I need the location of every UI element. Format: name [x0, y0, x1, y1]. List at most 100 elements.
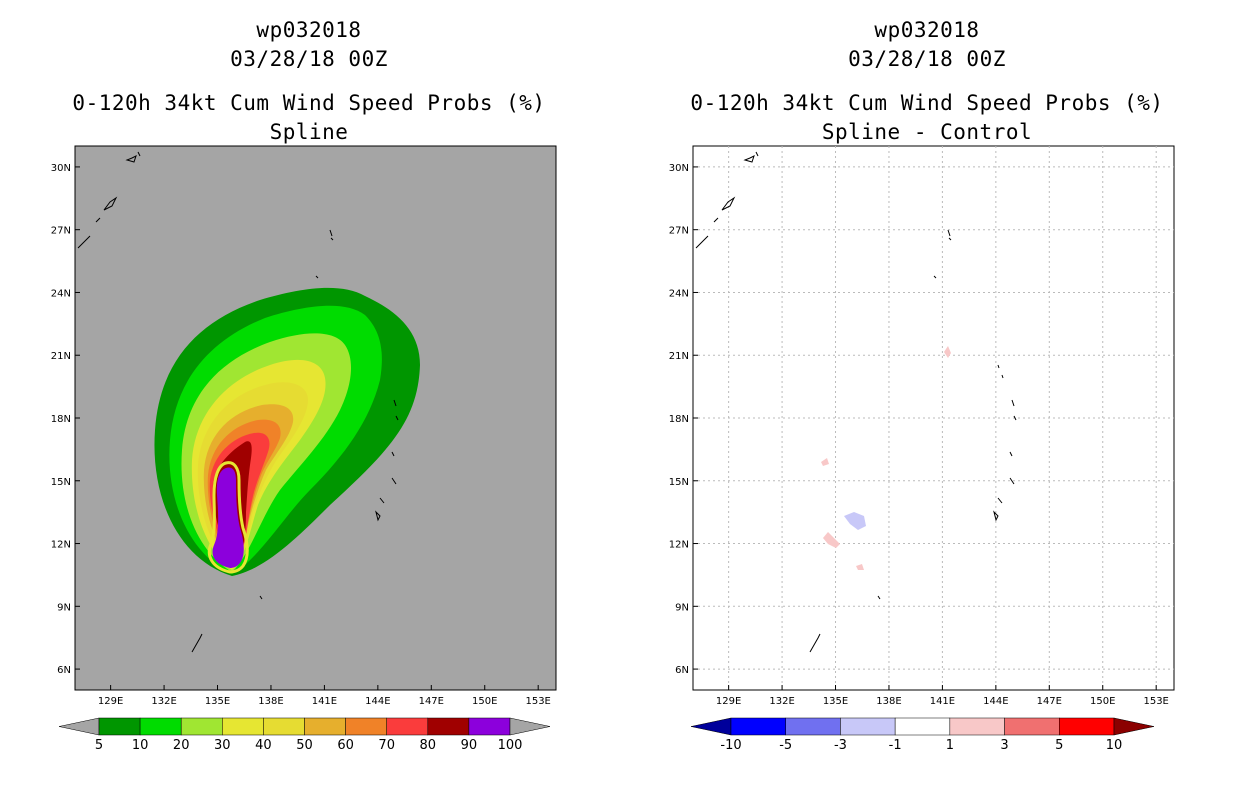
y-tick-label: 30N	[51, 163, 71, 174]
chart-subtitle: Spline	[269, 120, 349, 144]
x-tick-label: 129E	[716, 696, 741, 707]
colorbar-label: -10	[720, 738, 741, 753]
colorbar-swatch	[785, 717, 841, 736]
colorbar-label: 70	[378, 738, 395, 753]
colorbar-label: -1	[889, 738, 902, 753]
y-tick-label: 24N	[669, 288, 689, 299]
colorbar-label: 5	[95, 738, 103, 753]
colorbar-label: 1	[946, 738, 954, 753]
diff-pos-3	[823, 532, 840, 548]
spline-control-panel: wp032018 03/28/18 00Z 0-120h 34kt Cum Wi…	[618, 0, 1236, 800]
x-tick-label: 135E	[205, 696, 230, 707]
colorbar-swatch	[840, 717, 896, 736]
diff-pos-2	[821, 458, 829, 466]
island-marianas	[993, 364, 1017, 522]
y-tick-label: 21N	[669, 351, 689, 362]
y-tick-label: 15N	[669, 477, 689, 488]
colorbar-label: 10	[1106, 738, 1123, 753]
x-tick-label: 132E	[151, 696, 176, 707]
y-tick-label: 18N	[669, 414, 689, 425]
colorbar-swatch	[468, 717, 511, 736]
gridlines	[693, 146, 1174, 690]
colorbar-swatch	[386, 717, 429, 736]
colorbar-label: 10	[132, 738, 149, 753]
x-tick-label: 153E	[525, 696, 550, 707]
difference-map: 129E 132E 135E 138E 141E 144E 147E 150E 153E 30N 2…	[669, 145, 1175, 753]
colorbar-swatch	[222, 717, 264, 736]
colorbar: -10 -5 -3 -1 1 3 5 10	[690, 717, 1155, 753]
x-tick-label: 138E	[876, 696, 901, 707]
y-tick-label: 6N	[57, 665, 71, 676]
colorbar-label: 80	[420, 738, 437, 753]
colorbar-label: 3	[1000, 738, 1008, 753]
x-tick-label: 150E	[1090, 696, 1115, 707]
colorbar-under-arrow	[58, 717, 100, 736]
datetime: 03/28/18 00Z	[848, 47, 1006, 71]
x-tick-label: 144E	[365, 696, 390, 707]
x-tick-label: 132E	[769, 696, 794, 707]
x-tick-label: 138E	[258, 696, 283, 707]
colorbar-swatch	[427, 717, 470, 736]
island-palau	[809, 633, 821, 653]
colorbar-label: -3	[834, 738, 847, 753]
island-yap	[877, 595, 881, 600]
colorbar-label: 90	[461, 738, 478, 753]
x-tick-label: 150E	[472, 696, 497, 707]
y-tick-label: 15N	[51, 477, 71, 488]
storm-id: wp032018	[874, 18, 980, 42]
y-tick-label: 12N	[669, 540, 689, 551]
colorbar-label: 5	[1055, 738, 1063, 753]
colorbar-label: 20	[173, 738, 190, 753]
colorbar-over-arrow	[509, 717, 551, 736]
colorbar-swatch	[345, 717, 387, 736]
colorbar-swatch	[304, 717, 346, 736]
storm-id: wp032018	[256, 18, 362, 42]
island-yap	[259, 595, 263, 600]
island-palau	[191, 633, 203, 653]
coastlines	[77, 151, 399, 653]
colorbar-swatch	[730, 717, 786, 736]
axis-ticks: 129E 132E 135E 138E 141E 144E 147E 150E 153E 30N 2…	[51, 163, 551, 707]
contour-90	[212, 467, 244, 568]
colorbar-label: 50	[296, 738, 313, 753]
colorbar-swatch	[1004, 717, 1060, 736]
y-tick-label: 9N	[675, 602, 689, 613]
difference-contours	[821, 346, 951, 570]
y-tick-label: 12N	[51, 540, 71, 551]
chart-title: 0-120h 34kt Cum Wind Speed Probs (%)	[690, 91, 1164, 115]
island-amami	[125, 151, 141, 163]
y-tick-label: 27N	[51, 226, 71, 237]
diff-neg-1	[844, 512, 866, 530]
colorbar-label: -5	[779, 738, 792, 753]
spline-map: 129E 132E 135E 138E 141E 144E 147E 150E 153E 30N 2…	[51, 145, 557, 753]
chart-title: 0-120h 34kt Cum Wind Speed Probs (%)	[72, 91, 546, 115]
island-marianas	[375, 399, 399, 522]
x-tick-label: 129E	[98, 696, 123, 707]
colorbar-label: 100	[498, 738, 523, 753]
colorbar-over-arrow	[1113, 717, 1155, 736]
colorbar-under-arrow	[690, 717, 732, 736]
x-tick-label: 144E	[983, 696, 1008, 707]
spline-panel: wp032018 03/28/18 00Z 0-120h 34kt Cum Wi…	[51, 18, 557, 753]
colorbar-swatch	[180, 717, 223, 736]
island-bonin	[329, 229, 334, 241]
datetime: 03/28/18 00Z	[230, 47, 388, 71]
island-ryukyu	[77, 196, 118, 249]
probability-contours	[154, 287, 420, 576]
y-tick-label: 9N	[57, 602, 71, 613]
x-tick-label: 147E	[1037, 696, 1062, 707]
island-marcus	[933, 275, 937, 279]
y-tick-label: 18N	[51, 414, 71, 425]
colorbar-swatch	[263, 717, 305, 736]
island-ryukyu	[695, 196, 736, 249]
colorbar-label: 40	[255, 738, 272, 753]
coastlines	[695, 151, 1017, 653]
x-tick-label: 153E	[1143, 696, 1168, 707]
y-tick-label: 24N	[51, 288, 71, 299]
contour-90-edge	[207, 461, 249, 574]
colorbar-label: 30	[214, 738, 231, 753]
island-bonin	[947, 229, 952, 241]
island-amami	[743, 151, 759, 163]
colorbar-swatch	[139, 717, 182, 736]
y-tick-label: 6N	[675, 665, 689, 676]
